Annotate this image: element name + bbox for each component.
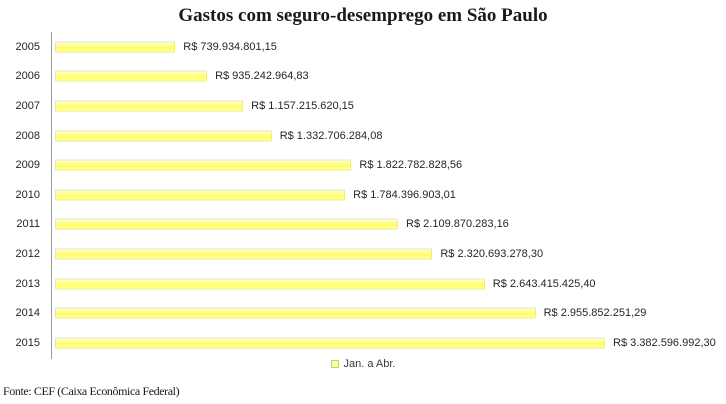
legend-swatch-icon xyxy=(330,360,339,368)
chart-row: 2015 R$ 3.382.596.992,30 xyxy=(0,328,726,358)
bar xyxy=(55,70,208,82)
year-tick-label: 2008 xyxy=(15,129,40,142)
year-tick-label: 2013 xyxy=(15,277,40,290)
value-label: R$ 739.934.801,15 xyxy=(183,40,277,53)
chart-row: 2009 R$ 1.822.782.828,56 xyxy=(0,150,726,180)
value-label: R$ 2.643.415.425,40 xyxy=(492,277,596,290)
year-tick-label: 2015 xyxy=(15,336,40,349)
value-label: R$ 1.157.215.620,15 xyxy=(251,99,354,112)
chart-row: 2008 R$ 1.332.706.284,08 xyxy=(0,121,726,151)
legend: Jan. a Abr. xyxy=(0,358,726,370)
chart-row: 2006 R$ 935.242.964,83 xyxy=(0,62,726,92)
bar xyxy=(55,278,485,290)
value-label: R$ 1.332.706.284,08 xyxy=(279,129,383,142)
value-label: R$ 935.242.964,83 xyxy=(215,70,309,83)
year-tick-label: 2007 xyxy=(15,99,40,112)
bar xyxy=(55,337,605,349)
bar xyxy=(55,100,244,112)
bar xyxy=(55,307,536,319)
chart-row: 2012 R$ 2.320.693.278,30 xyxy=(0,239,726,269)
value-label: R$ 1.784.396.903,01 xyxy=(353,188,456,201)
chart-row: 2014 R$ 2.955.852.251,29 xyxy=(0,298,726,328)
bar xyxy=(55,41,176,53)
value-label: R$ 2.109.870.283,16 xyxy=(406,218,509,231)
value-label: R$ 2.320.693.278,30 xyxy=(440,247,544,260)
value-label: R$ 1.822.782.828,56 xyxy=(359,159,463,172)
year-tick-label: 2012 xyxy=(15,247,40,260)
chart-row: 2007 R$ 1.157.215.620,15 xyxy=(0,91,726,121)
source-note: Fonte: CEF (Caixa Econômica Federal) xyxy=(3,384,180,398)
bar xyxy=(55,159,352,171)
year-tick-label: 2014 xyxy=(15,307,40,320)
plot-area: 2005 R$ 739.934.801,15 2006 R$ 935.242.964,… xyxy=(0,32,726,359)
year-tick-label: 2010 xyxy=(15,188,40,201)
bar xyxy=(55,248,433,260)
legend-label: Jan. a Abr. xyxy=(343,358,396,370)
chart-row: 2010 R$ 1.784.396.903,01 xyxy=(0,180,726,210)
value-label: R$ 3.382.596.992,30 xyxy=(613,336,716,349)
year-tick-label: 2011 xyxy=(16,218,40,231)
year-tick-label: 2006 xyxy=(15,70,40,83)
bar xyxy=(55,189,346,201)
chart-title: Gastos com seguro-desemprego em São Paul… xyxy=(178,5,548,26)
bar xyxy=(55,218,399,230)
value-label: R$ 2.955.852.251,29 xyxy=(543,307,647,320)
year-tick-label: 2009 xyxy=(15,159,40,172)
chart-row: 2013 R$ 2.643.415.425,40 xyxy=(0,269,726,299)
y-axis-line xyxy=(51,32,52,359)
year-tick-label: 2005 xyxy=(15,40,40,53)
bar xyxy=(55,130,272,142)
chart-row: 2005 R$ 739.934.801,15 xyxy=(0,32,726,62)
chart-row: 2011 R$ 2.109.870.283,16 xyxy=(0,210,726,240)
